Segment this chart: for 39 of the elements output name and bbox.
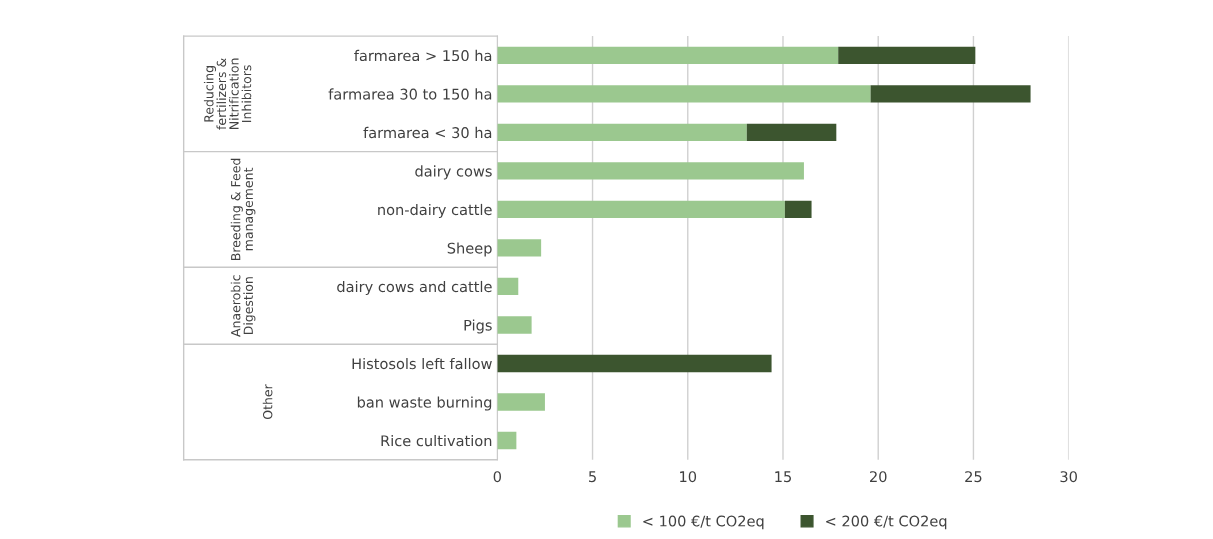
text: Other — [262, 384, 273, 420]
y-tick-label: Rice cultivation — [381, 434, 492, 447]
bar — [497, 85, 871, 103]
x-tick-label: 10 — [680, 471, 697, 483]
text: Breeding & Feed management — [230, 158, 256, 260]
y-tick-label: Histosols left fallow — [352, 357, 492, 370]
y-tick-label: Sheep — [447, 242, 492, 257]
bar — [497, 162, 804, 180]
x-tick-label: 15 — [775, 471, 791, 483]
y-tick-label: non-dairy cattle — [378, 203, 492, 218]
x-tick-label: 25 — [965, 471, 982, 483]
bar — [497, 393, 545, 411]
x-tick-label: 20 — [870, 471, 887, 483]
bar — [784, 200, 812, 219]
y-tick-label: farmarea > 150 ha — [354, 49, 492, 62]
bar — [497, 316, 532, 334]
legend-label: < 100 €/t CO2eq — [643, 515, 764, 530]
bar — [870, 85, 1031, 103]
y-tick-label: farmarea 30 to 150 ha — [328, 88, 492, 100]
bar — [746, 123, 837, 142]
text: Anaerobic Digestion — [230, 275, 256, 337]
x-tick-label: 5 — [589, 471, 596, 483]
bar — [497, 431, 517, 450]
y-tick-label: dairy cows — [415, 165, 492, 180]
legend-label: < 200 €/t CO2eq — [826, 515, 947, 530]
y-tick-label: farmarea < 30 ha — [363, 126, 492, 139]
bar — [838, 46, 976, 65]
y-tick-label: ban waste burning — [357, 396, 492, 411]
bar — [497, 46, 839, 65]
x-tick-label: 0 — [493, 471, 501, 483]
y-tick-label: Pigs — [464, 319, 492, 334]
text: Reducing fertilizers & Nitrification Inhibitors — [203, 58, 252, 130]
bar — [497, 200, 785, 219]
bar — [497, 277, 519, 296]
x-tick-label: 30 — [1060, 471, 1077, 483]
y-tick-label: dairy cows and cattle — [337, 280, 492, 296]
bar — [497, 239, 542, 257]
bar — [497, 354, 772, 373]
bar — [497, 123, 747, 142]
